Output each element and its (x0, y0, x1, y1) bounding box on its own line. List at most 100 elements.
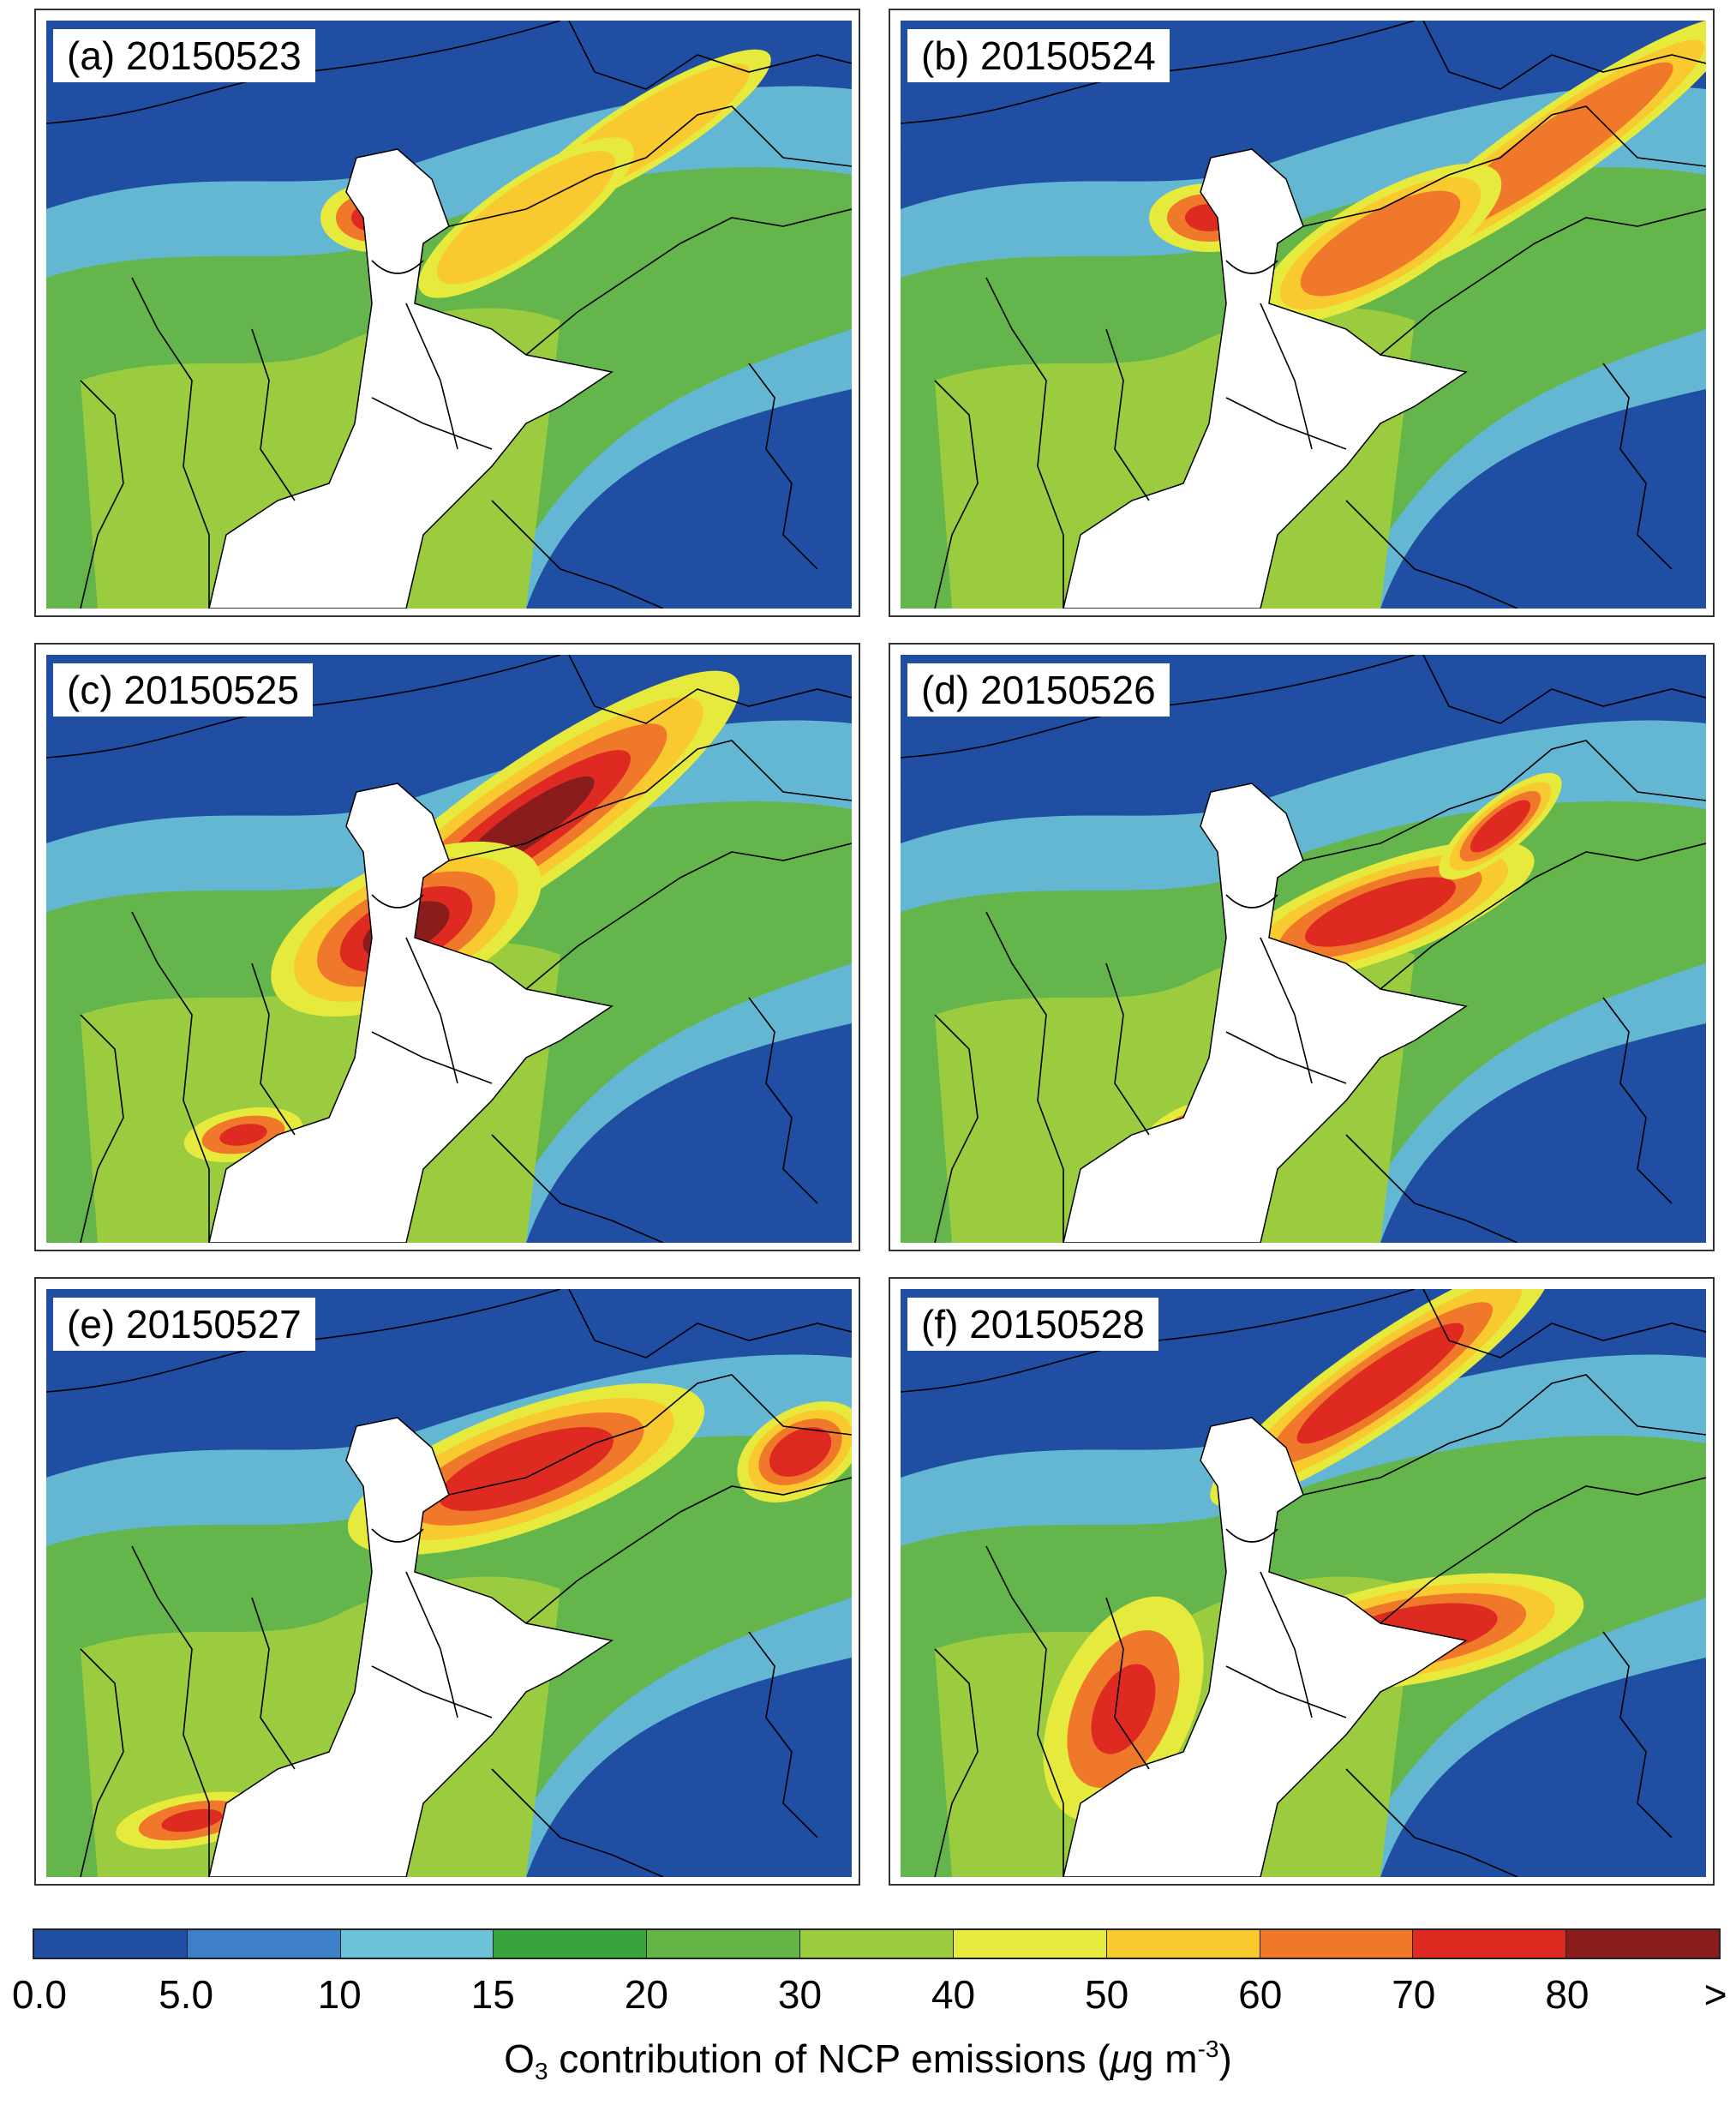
colorbar-title-mid: contribution of NCP emissions ( (548, 2036, 1110, 2081)
province-boundary (1602, 1631, 1673, 1838)
province-boundary (131, 1545, 210, 1877)
plume-contour (219, 1124, 267, 1146)
plume-contour (1470, 800, 1531, 853)
province-boundary (1105, 963, 1150, 1136)
province-boundary (525, 208, 852, 356)
province-boundary (371, 894, 424, 909)
plume-contour (769, 1427, 832, 1477)
province-boundary (1345, 1134, 1518, 1243)
colorbar-tick-label: 0.0 (12, 1972, 67, 2017)
province-boundary (1105, 1597, 1150, 1770)
province-boundary (568, 1289, 852, 1358)
province-boundary (80, 1648, 124, 1877)
province-boundary (568, 21, 852, 90)
colorbar-tick-label: 70 (1392, 1972, 1436, 2017)
colorbar-tick-label: 30 (777, 1972, 823, 2017)
map-a (46, 21, 852, 609)
province-boundary (405, 937, 458, 1084)
map-e (46, 1289, 852, 1877)
map-panel-a: (a) 20150523 (34, 9, 860, 617)
province-boundary (371, 260, 424, 274)
colorbar-segment (1413, 1930, 1567, 1958)
province-boundary (1260, 1571, 1313, 1718)
colorbar-tick-label: 10 (317, 1972, 362, 2017)
province-boundary (251, 328, 296, 501)
colorbar-segment (340, 1930, 494, 1958)
ncp-region (208, 1417, 614, 1877)
province-boundary (568, 655, 852, 724)
province-boundary (80, 1014, 124, 1243)
province-boundary (405, 1571, 458, 1718)
map-panel-d: (d) 20150526 (889, 643, 1715, 1251)
plume-contour (1300, 190, 1461, 297)
colorbar-segment (1260, 1930, 1414, 1958)
map-b (901, 21, 1706, 609)
province-boundary (1302, 1374, 1706, 1496)
colorbar-title-sup: -3 (1197, 2036, 1219, 2062)
province-boundary (985, 277, 1064, 609)
panel-label-b: (b) 20150524 (907, 29, 1170, 82)
colorbar-tick-label: 60 (1238, 1972, 1283, 2017)
panel-label-a: (a) 20150523 (53, 29, 315, 82)
province-boundary (448, 1374, 852, 1496)
province-boundary (1302, 740, 1706, 861)
colorbar-tick-label: 50 (1085, 1972, 1129, 2017)
panel-label-f: (f) 20150528 (907, 1298, 1158, 1351)
province-boundary (1422, 21, 1706, 90)
province-boundary (1225, 397, 1347, 450)
colorbar-segment (953, 1930, 1107, 1958)
colorbar-title-sub: 3 (534, 2058, 548, 2084)
province-boundary (1422, 1289, 1706, 1358)
ncp-region (208, 148, 614, 609)
province-boundary (1225, 1528, 1278, 1543)
province-boundary (491, 1768, 664, 1877)
province-boundary (1225, 1665, 1347, 1718)
province-boundary (1225, 894, 1278, 909)
map-panel-c: (c) 20150525 (34, 643, 860, 1251)
province-boundary (491, 1134, 664, 1243)
province-boundary (131, 911, 210, 1243)
plume-contour (1091, 1664, 1156, 1754)
ncp-region (1063, 1417, 1468, 1877)
province-boundary (371, 397, 493, 450)
panel-label-e: (e) 20150527 (53, 1298, 315, 1351)
plume-contour (1296, 1322, 1464, 1444)
map-panel-e: (e) 20150527 (34, 1277, 860, 1886)
colorbar-title-mu: μ (1110, 2036, 1132, 2081)
province-boundary (748, 997, 818, 1204)
colorbar-title-end: ) (1218, 2036, 1232, 2081)
province-boundary (1345, 1768, 1518, 1877)
colorbar-segment (1106, 1930, 1260, 1958)
province-boundary (80, 380, 124, 609)
colorbar-tick-label: 40 (931, 1972, 976, 2017)
colorbar-segment (800, 1930, 954, 1958)
province-boundary (1602, 363, 1673, 570)
province-boundary (1380, 208, 1706, 356)
province-boundary (525, 1477, 852, 1624)
plume-contour (436, 151, 616, 285)
province-boundary (1380, 843, 1706, 990)
map-panel-f: (f) 20150528 (889, 1277, 1715, 1886)
panel-label-d: (d) 20150526 (907, 663, 1170, 717)
map-f (901, 1289, 1706, 1877)
province-boundary (1345, 500, 1518, 609)
plume-contour (161, 1808, 223, 1832)
province-boundary (748, 1631, 818, 1838)
province-boundary (1225, 1031, 1347, 1084)
province-boundary (371, 1528, 424, 1543)
colorbar-segment (187, 1930, 341, 1958)
colorbar-tick-label: 15 (470, 1972, 515, 2017)
ncp-region (1063, 148, 1468, 609)
province-boundary (1225, 260, 1278, 274)
plume-contour (1305, 877, 1456, 947)
plume-contour (439, 1427, 614, 1511)
colorbar-tick-label: 80 (1545, 1972, 1589, 2017)
province-boundary (1422, 655, 1706, 724)
colorbar-title: O3 contribution of NCP emissions (μg m-3… (0, 2036, 1736, 2085)
province-boundary (371, 1665, 493, 1718)
province-boundary (448, 740, 852, 861)
colorbar (33, 1928, 1721, 1959)
province-boundary (934, 1014, 979, 1243)
map-d (901, 655, 1706, 1243)
province-boundary (371, 1031, 493, 1084)
